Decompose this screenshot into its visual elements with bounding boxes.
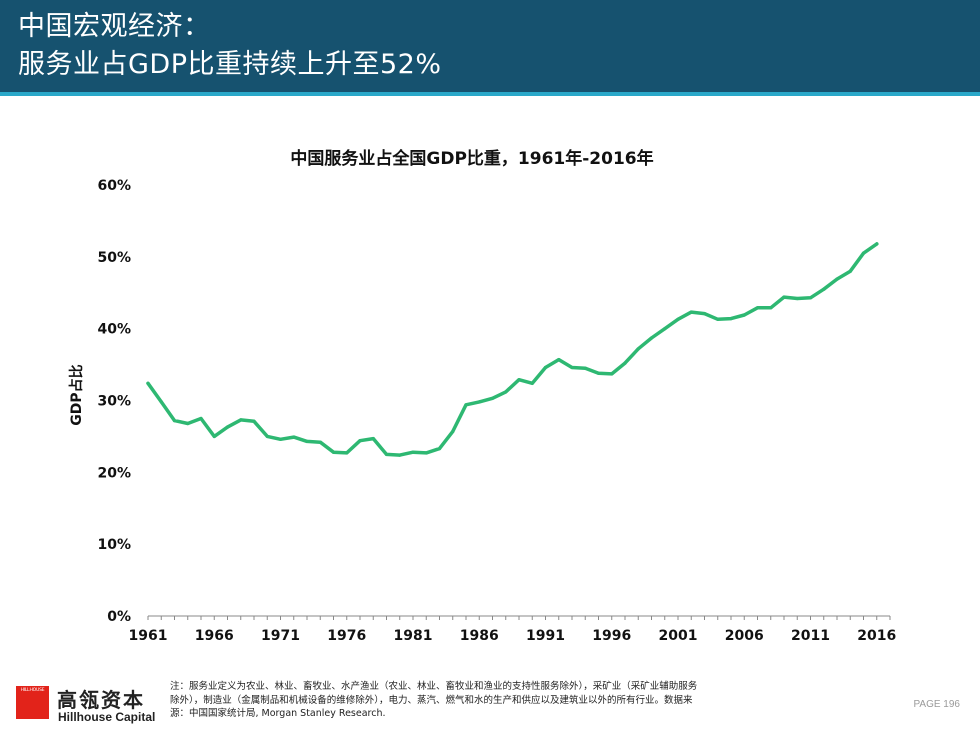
data-point: [835, 277, 839, 281]
x-tick-label: 2016: [857, 628, 896, 644]
data-point: [464, 403, 468, 407]
data-point: [252, 419, 256, 423]
page-number: PAGE 196: [913, 699, 960, 710]
data-point: [504, 390, 508, 394]
x-tick-label: 1961: [129, 628, 168, 644]
data-point: [848, 269, 852, 273]
x-tick-label: 1966: [195, 628, 234, 644]
hillhouse-logo: HILLHOUSE: [16, 686, 49, 719]
data-point: [490, 396, 495, 400]
y-tick-label: 20%: [97, 465, 131, 481]
x-tick-label: 1991: [526, 628, 565, 644]
data-point: [742, 313, 746, 317]
data-point: [199, 416, 203, 421]
data-point: [358, 439, 362, 443]
data-point: [278, 437, 283, 441]
data-point: [225, 425, 230, 429]
line-chart: 中国服务业占全国GDP比重，1961年-2016年 GDP占比 0% 10% 20%…: [68, 148, 896, 644]
x-tick-label: 2011: [791, 628, 830, 644]
data-point: [808, 296, 813, 300]
data-point: [702, 312, 707, 316]
data-point: [477, 400, 481, 404]
data-point: [186, 421, 190, 426]
y-axis-label: GDP占比: [68, 364, 85, 425]
data-point: [636, 347, 640, 351]
data-point: [716, 317, 720, 321]
x-tick-label: 1981: [394, 628, 433, 644]
data-point: [861, 251, 866, 255]
x-axis: 1961 1966 1971 1976 1981 1986 1991 1996 2001 2006…: [129, 615, 896, 644]
y-axis: 0% 10% 20% 30% 40% 50% 60%: [97, 178, 131, 625]
header-accent-stripe: [0, 92, 980, 96]
x-tick-label: 1971: [261, 628, 300, 644]
header-bar: 中国宏观经济： 服务业占GDP比重持续上升至52%: [0, 0, 980, 92]
data-point: [769, 306, 773, 310]
company-name-cn: 高瓴资本: [57, 688, 145, 712]
data-point: [411, 450, 415, 454]
footnote-line-3: 源：中国国家统计局, Morgan Stanley Research.: [170, 708, 386, 719]
y-tick-label: 50%: [97, 250, 131, 266]
footnote-line-1: 注：服务业定义为农业、林业、畜牧业、水产渔业（农业、林业、畜牧业和渔业的支持性服…: [170, 681, 698, 692]
data-point: [596, 371, 601, 375]
data-point: [570, 365, 574, 370]
data-point: [371, 437, 375, 441]
footnote: 注：服务业定义为农业、林业、畜牧业、水产渔业（农业、林业、畜牧业和渔业的支持性服…: [170, 680, 785, 721]
slide-title-line-1: 中国宏观经济：: [18, 11, 211, 42]
x-tick-label: 2001: [659, 628, 698, 644]
data-point: [795, 296, 799, 301]
footnote-line-2: 除外），制造业（金属制品和机械设备的维修除外），电力、蒸汽、燃气和水的生产和供应…: [170, 694, 693, 706]
data-point: [623, 361, 627, 365]
x-tick-label: 1996: [592, 628, 631, 644]
data-point: [875, 242, 879, 246]
data-point: [822, 287, 826, 291]
y-tick-label: 60%: [97, 178, 131, 194]
data-point: [610, 372, 614, 376]
y-tick-label: 40%: [97, 322, 131, 338]
x-tick-label: 2006: [725, 628, 764, 644]
data-point: [782, 295, 786, 299]
y-tick-label: 30%: [97, 394, 131, 410]
data-point: [689, 310, 693, 314]
data-point: [146, 381, 150, 385]
data-point: [172, 419, 177, 423]
x-tick-label: 1986: [460, 628, 499, 644]
slide-title-line-2: 服务业占GDP比重持续上升至52%: [18, 49, 442, 80]
data-point: [649, 336, 654, 340]
data-point: [424, 451, 428, 455]
data-point: [517, 378, 521, 382]
chart-title: 中国服务业占全国GDP比重，1961年-2016年: [290, 148, 653, 169]
data-point: [345, 451, 349, 455]
data-point: [331, 450, 336, 454]
series-line-services-share: [146, 242, 879, 457]
data-point: [159, 400, 163, 404]
data-point: [384, 452, 389, 456]
data-point: [292, 435, 296, 439]
data-point: [437, 447, 442, 451]
data-point: [212, 434, 216, 438]
data-point: [318, 440, 322, 444]
data-point: [451, 429, 455, 433]
data-point: [530, 381, 534, 385]
company-name-en: Hillhouse Capital: [58, 710, 156, 724]
y-tick-label: 10%: [97, 537, 131, 553]
series-layer: [146, 242, 879, 457]
data-point: [676, 317, 680, 321]
data-point: [239, 418, 243, 422]
data-point: [398, 453, 402, 457]
data-point: [543, 365, 548, 370]
data-point: [265, 434, 269, 438]
data-point: [305, 439, 309, 443]
data-point: [557, 358, 561, 362]
logo-text: HILLHOUSE: [20, 688, 45, 693]
y-tick-label: 0%: [107, 609, 131, 625]
x-tick-label: 1976: [327, 628, 366, 644]
data-point: [583, 366, 587, 370]
data-point: [729, 317, 733, 321]
data-point: [755, 306, 760, 310]
data-point: [663, 327, 667, 331]
